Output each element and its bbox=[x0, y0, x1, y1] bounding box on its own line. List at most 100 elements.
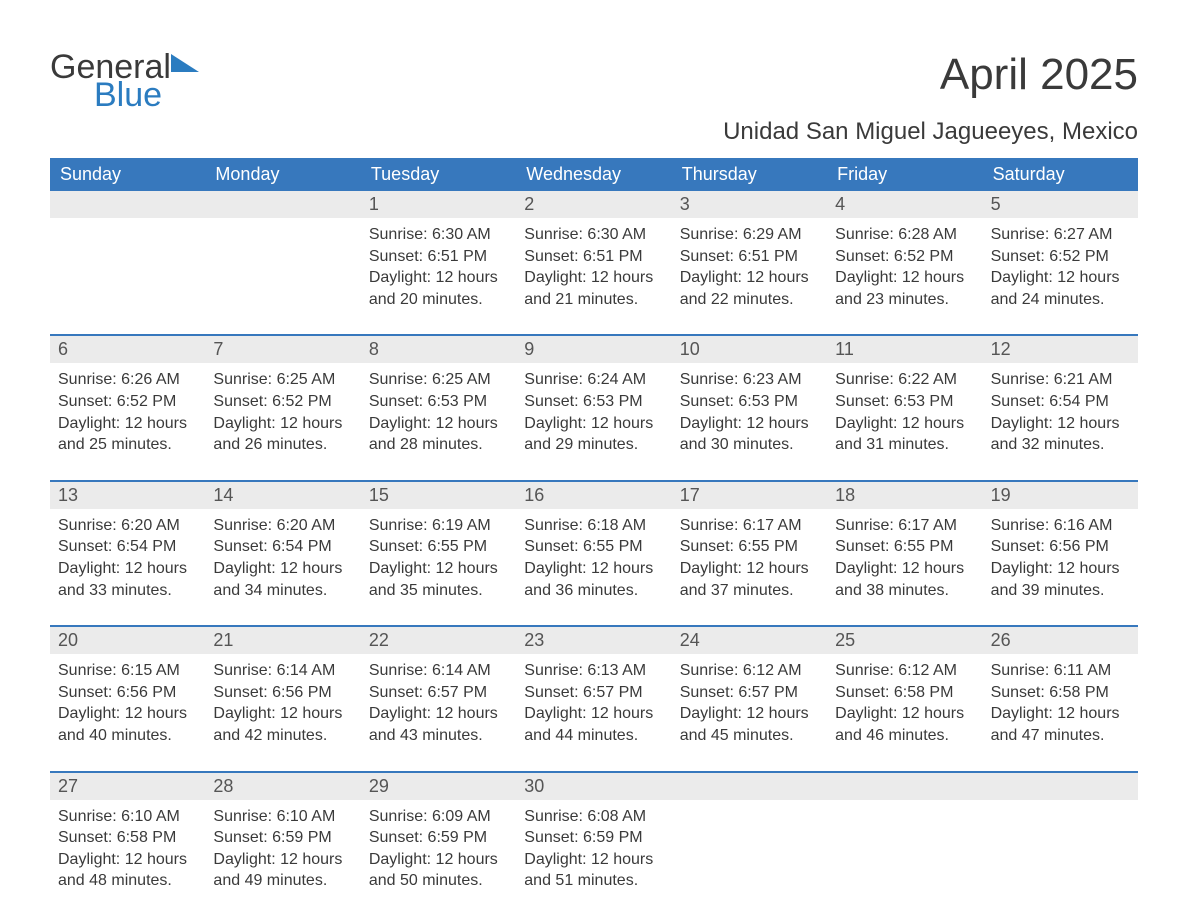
day-detail-line: Sunrise: 6:10 AM bbox=[213, 806, 352, 828]
day-detail-line: Daylight: 12 hours bbox=[58, 849, 197, 871]
day-detail-line: Sunrise: 6:25 AM bbox=[369, 369, 508, 391]
day-detail-line: Sunrise: 6:15 AM bbox=[58, 660, 197, 682]
day-number: 24 bbox=[672, 627, 827, 654]
day-number: 16 bbox=[516, 482, 671, 509]
day-detail-line: Sunrise: 6:30 AM bbox=[524, 224, 663, 246]
weeks-container: 12345Sunrise: 6:30 AMSunset: 6:51 PMDayl… bbox=[50, 191, 1138, 892]
day-detail-line: Sunset: 6:58 PM bbox=[991, 682, 1130, 704]
day-detail-line: Daylight: 12 hours bbox=[991, 703, 1130, 725]
day-detail-line: Daylight: 12 hours bbox=[835, 413, 974, 435]
day-content bbox=[827, 800, 982, 892]
day-detail-line: and 29 minutes. bbox=[524, 434, 663, 456]
day-detail-line: Daylight: 12 hours bbox=[524, 558, 663, 580]
day-detail-line: Sunrise: 6:10 AM bbox=[58, 806, 197, 828]
day-detail-line: Daylight: 12 hours bbox=[369, 267, 508, 289]
day-number: 17 bbox=[672, 482, 827, 509]
day-detail-line: and 37 minutes. bbox=[680, 580, 819, 602]
day-number: 29 bbox=[361, 773, 516, 800]
day-content: Sunrise: 6:22 AMSunset: 6:53 PMDaylight:… bbox=[827, 363, 982, 455]
day-detail-line: Sunrise: 6:22 AM bbox=[835, 369, 974, 391]
day-number: 20 bbox=[50, 627, 205, 654]
day-detail-line: Sunrise: 6:08 AM bbox=[524, 806, 663, 828]
day-number bbox=[50, 191, 205, 218]
day-detail-line: Daylight: 12 hours bbox=[680, 703, 819, 725]
day-detail-line: Daylight: 12 hours bbox=[58, 558, 197, 580]
day-detail-line: Daylight: 12 hours bbox=[835, 703, 974, 725]
day-content: Sunrise: 6:10 AMSunset: 6:58 PMDaylight:… bbox=[50, 800, 205, 892]
day-detail-line: Sunset: 6:59 PM bbox=[369, 827, 508, 849]
day-detail-line: and 22 minutes. bbox=[680, 289, 819, 311]
day-detail-line: and 39 minutes. bbox=[991, 580, 1130, 602]
day-content bbox=[983, 800, 1138, 892]
day-detail-line: and 33 minutes. bbox=[58, 580, 197, 602]
day-number: 10 bbox=[672, 336, 827, 363]
day-detail-line: Daylight: 12 hours bbox=[213, 703, 352, 725]
day-content: Sunrise: 6:14 AMSunset: 6:56 PMDaylight:… bbox=[205, 654, 360, 746]
day-content: Sunrise: 6:18 AMSunset: 6:55 PMDaylight:… bbox=[516, 509, 671, 601]
day-detail-line: Sunset: 6:54 PM bbox=[991, 391, 1130, 413]
daynum-row: 20212223242526 bbox=[50, 627, 1138, 654]
day-detail-line: Sunset: 6:55 PM bbox=[369, 536, 508, 558]
weekday-header-cell: Friday bbox=[827, 158, 982, 191]
day-number: 25 bbox=[827, 627, 982, 654]
day-content: Sunrise: 6:16 AMSunset: 6:56 PMDaylight:… bbox=[983, 509, 1138, 601]
day-detail-line: Sunrise: 6:16 AM bbox=[991, 515, 1130, 537]
day-detail-line: Daylight: 12 hours bbox=[524, 703, 663, 725]
day-content: Sunrise: 6:11 AMSunset: 6:58 PMDaylight:… bbox=[983, 654, 1138, 746]
day-content: Sunrise: 6:10 AMSunset: 6:59 PMDaylight:… bbox=[205, 800, 360, 892]
day-detail-line: Sunrise: 6:25 AM bbox=[213, 369, 352, 391]
day-detail-line: Sunset: 6:56 PM bbox=[213, 682, 352, 704]
day-number: 18 bbox=[827, 482, 982, 509]
logo-text-blue: Blue bbox=[94, 78, 171, 112]
day-number: 11 bbox=[827, 336, 982, 363]
day-detail-line: Sunrise: 6:28 AM bbox=[835, 224, 974, 246]
day-detail-line: and 45 minutes. bbox=[680, 725, 819, 747]
day-detail-line: Daylight: 12 hours bbox=[680, 267, 819, 289]
day-detail-line: Sunset: 6:53 PM bbox=[369, 391, 508, 413]
day-content: Sunrise: 6:27 AMSunset: 6:52 PMDaylight:… bbox=[983, 218, 1138, 310]
day-detail-line: Sunset: 6:51 PM bbox=[369, 246, 508, 268]
daynum-row: 27282930 bbox=[50, 773, 1138, 800]
day-detail-line: and 21 minutes. bbox=[524, 289, 663, 311]
day-detail-line: and 47 minutes. bbox=[991, 725, 1130, 747]
calendar-week: 12345Sunrise: 6:30 AMSunset: 6:51 PMDayl… bbox=[50, 191, 1138, 310]
day-content: Sunrise: 6:13 AMSunset: 6:57 PMDaylight:… bbox=[516, 654, 671, 746]
day-detail-line: and 35 minutes. bbox=[369, 580, 508, 602]
day-number: 30 bbox=[516, 773, 671, 800]
day-detail-line: Daylight: 12 hours bbox=[524, 267, 663, 289]
day-detail-line: and 38 minutes. bbox=[835, 580, 974, 602]
day-detail-line: and 34 minutes. bbox=[213, 580, 352, 602]
day-detail-line: Daylight: 12 hours bbox=[369, 849, 508, 871]
day-content: Sunrise: 6:28 AMSunset: 6:52 PMDaylight:… bbox=[827, 218, 982, 310]
day-content: Sunrise: 6:29 AMSunset: 6:51 PMDaylight:… bbox=[672, 218, 827, 310]
day-detail-line: Daylight: 12 hours bbox=[58, 703, 197, 725]
day-detail-line: Daylight: 12 hours bbox=[213, 558, 352, 580]
day-detail-line: Sunset: 6:58 PM bbox=[58, 827, 197, 849]
weekday-header-cell: Thursday bbox=[672, 158, 827, 191]
weekday-header-cell: Monday bbox=[205, 158, 360, 191]
location-subtitle: Unidad San Miguel Jagueeyes, Mexico bbox=[723, 118, 1138, 146]
day-detail-line: Sunrise: 6:23 AM bbox=[680, 369, 819, 391]
day-detail-line: Sunset: 6:57 PM bbox=[524, 682, 663, 704]
day-detail-line: Daylight: 12 hours bbox=[991, 558, 1130, 580]
day-content: Sunrise: 6:25 AMSunset: 6:52 PMDaylight:… bbox=[205, 363, 360, 455]
day-detail-line: and 42 minutes. bbox=[213, 725, 352, 747]
day-detail-line: Sunset: 6:56 PM bbox=[991, 536, 1130, 558]
day-number: 21 bbox=[205, 627, 360, 654]
logo-arrow-icon bbox=[171, 54, 199, 72]
day-content: Sunrise: 6:15 AMSunset: 6:56 PMDaylight:… bbox=[50, 654, 205, 746]
day-content: Sunrise: 6:30 AMSunset: 6:51 PMDaylight:… bbox=[361, 218, 516, 310]
day-detail-line: Sunset: 6:57 PM bbox=[369, 682, 508, 704]
day-content: Sunrise: 6:30 AMSunset: 6:51 PMDaylight:… bbox=[516, 218, 671, 310]
day-number: 14 bbox=[205, 482, 360, 509]
day-detail-line: and 51 minutes. bbox=[524, 870, 663, 892]
day-content: Sunrise: 6:20 AMSunset: 6:54 PMDaylight:… bbox=[50, 509, 205, 601]
day-content: Sunrise: 6:21 AMSunset: 6:54 PMDaylight:… bbox=[983, 363, 1138, 455]
weekday-header-cell: Sunday bbox=[50, 158, 205, 191]
day-detail-line: Sunrise: 6:20 AM bbox=[213, 515, 352, 537]
day-number: 22 bbox=[361, 627, 516, 654]
day-detail-line: Sunrise: 6:24 AM bbox=[524, 369, 663, 391]
day-number: 28 bbox=[205, 773, 360, 800]
day-number bbox=[205, 191, 360, 218]
day-content: Sunrise: 6:19 AMSunset: 6:55 PMDaylight:… bbox=[361, 509, 516, 601]
